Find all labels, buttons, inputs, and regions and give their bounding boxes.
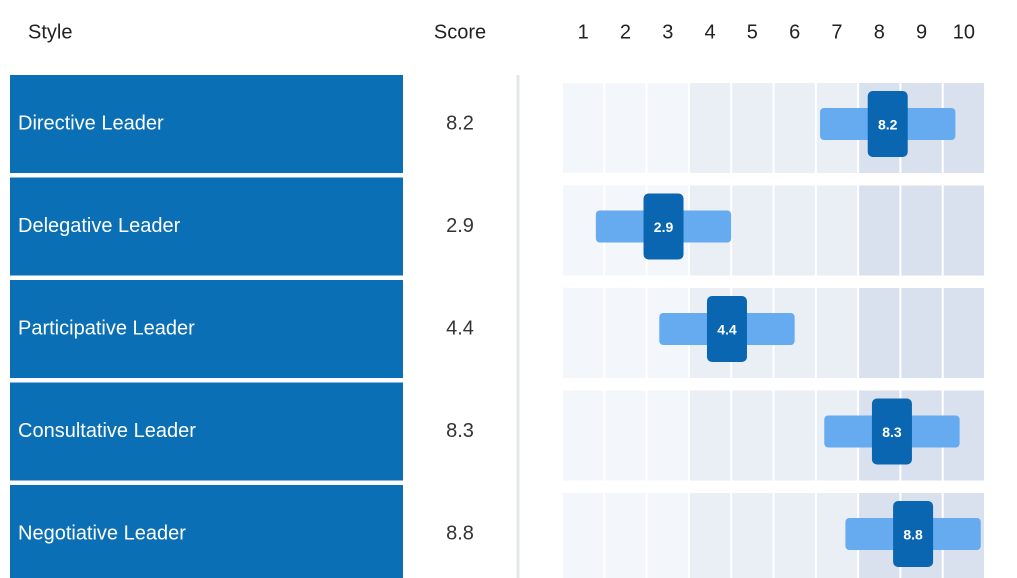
grid-column	[774, 390, 815, 481]
grid-column	[774, 493, 815, 578]
grid-column	[563, 390, 604, 481]
score-value: 8.3	[446, 420, 474, 442]
grid-column	[563, 83, 604, 173]
grid-column	[859, 288, 900, 378]
grid-column	[563, 493, 604, 578]
category-label: Directive Leader	[18, 112, 164, 134]
label-cell	[10, 280, 403, 378]
x-tick-label: 7	[831, 21, 842, 43]
grid-column	[689, 493, 731, 578]
marker-label: 4.4	[717, 322, 737, 338]
grid-column	[689, 83, 731, 173]
grid-column	[816, 185, 858, 276]
grid-column	[859, 185, 900, 276]
grid-column	[774, 185, 815, 276]
marker-label: 8.8	[903, 527, 923, 543]
score-value: 4.4	[446, 317, 474, 339]
grid-column	[901, 288, 942, 378]
score-value: 2.9	[446, 215, 474, 237]
grid-column	[605, 390, 646, 481]
score-marker	[893, 501, 934, 567]
score-value: 8.8	[446, 522, 474, 544]
score-marker	[706, 296, 747, 362]
x-tick-label: 3	[662, 21, 673, 43]
label-cell	[10, 382, 403, 481]
grid-column	[943, 185, 984, 276]
x-tick-label: 10	[953, 21, 975, 43]
grid-column	[732, 83, 773, 173]
marker-label: 8.2	[878, 117, 898, 133]
category-label: Delegative Leader	[18, 215, 181, 237]
grid-column	[732, 390, 773, 481]
score-marker	[867, 91, 908, 157]
label-cell	[10, 485, 403, 578]
grid-column	[943, 288, 984, 378]
x-tick-label: 2	[620, 21, 631, 43]
x-tick-label: 4	[704, 21, 715, 43]
marker-label: 8.3	[882, 424, 902, 440]
label-cell	[10, 75, 403, 173]
grid-column	[605, 493, 646, 578]
x-tick-label: 1	[578, 21, 589, 43]
grid-column	[605, 288, 646, 378]
x-tick-label: 8	[874, 21, 885, 43]
score-marker	[643, 193, 684, 260]
category-label: Negotiative Leader	[18, 522, 186, 544]
grid-column	[732, 493, 773, 578]
x-tick-label: 9	[916, 21, 927, 43]
grid-column	[689, 390, 731, 481]
category-label: Participative Leader	[18, 317, 195, 339]
x-tick-label: 5	[747, 21, 758, 43]
marker-label: 2.9	[654, 219, 674, 235]
grid-column	[563, 288, 604, 378]
grid-column	[647, 390, 688, 481]
style-header: Style	[28, 21, 72, 43]
grid-column	[901, 185, 942, 276]
label-cell	[10, 177, 403, 276]
grid-column	[774, 83, 815, 173]
grid-column	[647, 83, 688, 173]
grid-column	[732, 185, 773, 276]
score-value: 8.2	[446, 112, 474, 134]
grid-column	[816, 288, 858, 378]
category-label: Consultative Leader	[18, 420, 196, 442]
x-tick-label: 6	[789, 21, 800, 43]
grid-column	[605, 83, 646, 173]
score-marker	[871, 398, 912, 465]
grid-column	[647, 493, 688, 578]
score-header: Score	[434, 21, 486, 43]
